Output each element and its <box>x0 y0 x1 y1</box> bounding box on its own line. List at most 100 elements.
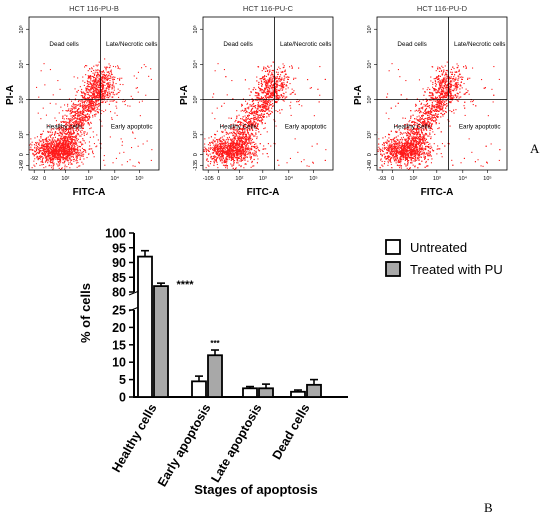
flow-x-axis-label: FITC-A <box>247 187 280 198</box>
legend-swatch-treated <box>386 262 400 276</box>
flow-plot-2: HCT 116-PU-C Dead cells Late/Necrotic cell… <box>179 4 333 198</box>
y-tick-label: 10⁵ <box>192 25 199 33</box>
y-tick-label: 90 <box>112 256 126 270</box>
x-tick-label: 10⁴ <box>111 175 120 182</box>
y-tick-label: 25 <box>112 304 126 318</box>
y-tick-label: 10⁵ <box>366 25 373 33</box>
x-tick-label: 10³ <box>85 176 93 182</box>
y-tick-label: -149 <box>19 160 25 171</box>
category-label-1: Healthy cells <box>109 401 159 474</box>
flow-cytometry-panels: HCT 116-PU-B Dead cells Late/Necrotic cell… <box>5 4 507 198</box>
flow-plot-1: HCT 116-PU-B Dead cells Late/Necrotic cell… <box>5 4 159 198</box>
legend-swatch-untreated <box>386 240 400 254</box>
bar-untreated-3 <box>243 388 257 397</box>
flow-y-axis-label: PI-A <box>5 85 16 105</box>
significance-marker: *** <box>210 339 220 348</box>
x-tick-label: 10³ <box>433 176 441 182</box>
panel-b-label: B <box>484 500 493 515</box>
quadrant-healthy-label: Healthy Cells <box>220 124 257 131</box>
flow-x-axis-label: FITC-A <box>421 187 454 198</box>
bar-treated-1 <box>154 286 168 397</box>
flow-y-axis-label: PI-A <box>353 85 364 105</box>
legend-label-treated: Treated with PU <box>410 262 503 277</box>
x-tick-label: 0 <box>43 176 46 182</box>
category-label-3: Late apoptosis <box>208 401 264 484</box>
x-tick-label: -92 <box>30 176 38 182</box>
x-tick-label: 10³ <box>259 176 267 182</box>
quadrant-dead-label: Dead cells <box>223 41 252 48</box>
y-tick-label: 10 <box>112 356 126 370</box>
flow-dots <box>14 58 153 174</box>
x-tick-label: 10⁵ <box>309 175 317 182</box>
x-tick-label: -105 <box>203 176 214 182</box>
bar-untreated-2 <box>192 381 206 397</box>
quadrant-late-necrotic-label: Late/Necrotic cells <box>106 41 157 48</box>
flow-plot-title: HCT 116-PU-C <box>243 4 294 13</box>
y-tick-label: 95 <box>112 241 126 255</box>
legend: Untreated Treated with PU <box>386 240 503 277</box>
x-tick-label: 10⁴ <box>285 175 294 182</box>
y-tick-label: 10³ <box>367 95 373 103</box>
flow-plot-3: HCT 116-PU-D Dead cells Late/Necrotic cell… <box>353 4 507 198</box>
quadrant-dead-label: Dead cells <box>49 41 78 48</box>
flow-y-axis-label: PI-A <box>179 85 190 105</box>
x-tick-label: 0 <box>391 176 394 182</box>
y-tick-label: -135 <box>193 160 199 171</box>
flow-x-axis-label: FITC-A <box>73 187 106 198</box>
flow-dots <box>371 62 500 172</box>
y-tick-label: 10² <box>193 131 199 139</box>
y-tick-label: 10⁴ <box>192 60 199 69</box>
y-tick-label: 10³ <box>19 95 25 103</box>
quadrant-late-necrotic-label: Late/Necrotic cells <box>454 41 505 48</box>
y-tick-label: 0 <box>19 153 25 156</box>
quadrant-healthy-label: Healthy cells <box>46 124 82 131</box>
quadrant-early-apoptotic-label: Early apoptotic <box>111 124 153 131</box>
significance-marker: **** <box>176 279 194 291</box>
y-tick-label: 10² <box>367 131 373 139</box>
x-tick-label: 10⁵ <box>483 175 491 182</box>
x-tick-label: 0 <box>217 176 220 182</box>
y-tick-label: 15 <box>112 338 126 352</box>
bar-treated-3 <box>259 388 273 397</box>
y-tick-label: 10⁴ <box>366 60 373 69</box>
y-tick-label: 20 <box>112 321 126 335</box>
panel-a-label: A <box>530 141 540 156</box>
bar-treated-4 <box>307 385 321 397</box>
flow-plot-title: HCT 116-PU-B <box>69 4 119 13</box>
y-tick-label: 80 <box>112 286 126 300</box>
category-label-2: Early apoptosis <box>155 401 214 489</box>
y-axis-title: % of cells <box>78 283 93 343</box>
category-label-4: Dead cells <box>270 401 313 462</box>
x-axis-title: Stages of apoptosis <box>194 482 318 497</box>
y-tick-label: 10² <box>19 131 25 139</box>
flow-plot-title: HCT 116-PU-D <box>417 4 468 13</box>
legend-label-untreated: Untreated <box>410 240 467 255</box>
x-tick-label: 10⁵ <box>135 175 143 182</box>
y-tick-label: 85 <box>112 271 126 285</box>
y-tick-label: 10⁵ <box>18 25 25 33</box>
quadrant-late-necrotic-label: Late/Necrotic cells <box>280 41 331 48</box>
x-tick-label: 10² <box>409 176 417 182</box>
quadrant-early-apoptotic-label: Early apoptotic <box>285 124 327 131</box>
bar-untreated-1 <box>138 257 152 397</box>
y-tick-label: 5 <box>119 373 126 387</box>
quadrant-dead-label: Dead cells <box>397 41 426 48</box>
y-tick-label: 0 <box>193 153 199 156</box>
y-tick-label: 0 <box>119 391 126 405</box>
x-tick-label: 10² <box>61 176 69 182</box>
y-tick-label: 10⁴ <box>18 60 25 69</box>
flow-dots <box>197 62 326 172</box>
y-tick-label: 100 <box>105 227 126 241</box>
x-tick-label: 10² <box>235 176 243 182</box>
y-tick-label: 0 <box>367 153 373 156</box>
quadrant-healthy-label: Healthy Cells <box>394 124 431 131</box>
y-tick-label: -140 <box>367 160 373 171</box>
bar-untreated-4 <box>291 392 305 397</box>
x-tick-label: 10⁴ <box>459 175 468 182</box>
x-tick-label: -93 <box>378 176 386 182</box>
y-tick-label: 10³ <box>193 95 199 103</box>
quadrant-early-apoptotic-label: Early apoptotic <box>459 124 501 131</box>
bar-treated-2 <box>208 355 222 397</box>
